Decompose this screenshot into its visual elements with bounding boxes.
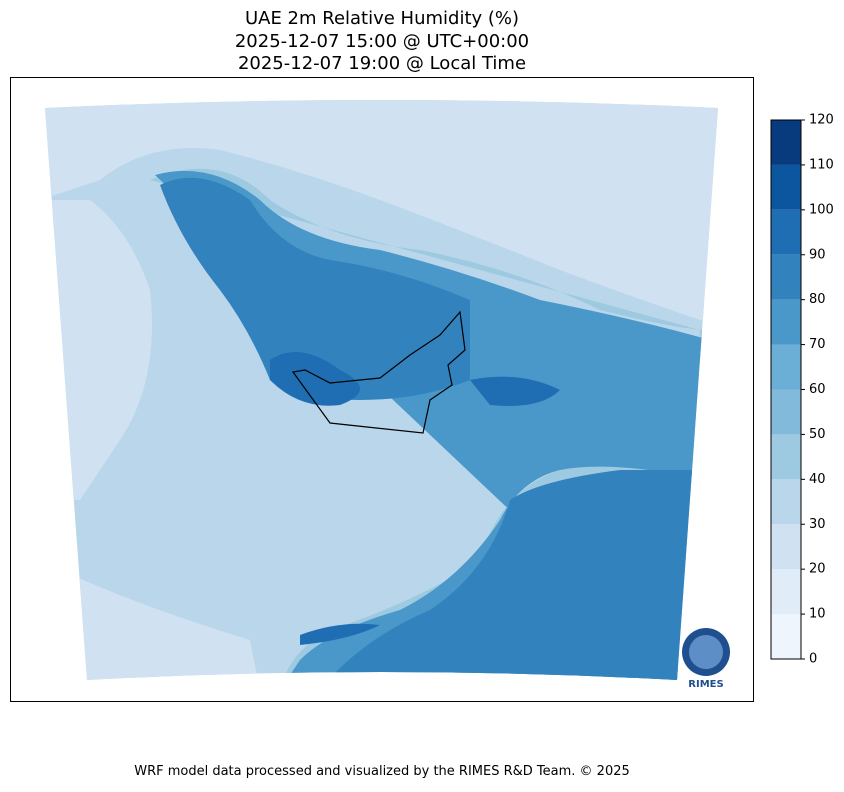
- title: UAE 2m Relative Humidity (%): [245, 8, 519, 29]
- colorbar-tick-label: 120: [809, 113, 834, 128]
- colorbar-tick-label: 20: [809, 562, 826, 577]
- colorbar-band: [771, 389, 801, 435]
- colorbar-tick-label: 40: [809, 472, 826, 487]
- subtitle-local: 2025-12-07 19:00 @ Local Time: [238, 53, 526, 74]
- colorbar: 0 10 20 30 40 50 60 70 80 90 100 110 120: [770, 113, 834, 667]
- colorbar-tick-label: 70: [809, 337, 826, 352]
- colorbar-band: [771, 524, 801, 570]
- colorbar-tick-label: 60: [809, 382, 826, 397]
- logo: RIMES: [682, 628, 730, 690]
- colorbar-tick-label: 100: [809, 202, 834, 217]
- colorbar-tick-label: 10: [809, 607, 826, 622]
- colorbar-tick-label: 0: [809, 652, 817, 667]
- colorbar-band: [771, 209, 801, 255]
- colorbar-tick-label: 90: [809, 247, 826, 262]
- colorbar-band: [771, 254, 801, 300]
- colorbar-band: [771, 479, 801, 525]
- footer: WRF model data processed and visualized …: [134, 764, 630, 779]
- colorbar-band: [771, 569, 801, 615]
- colorbar-band: [771, 344, 801, 390]
- colorbar-tick-label: 30: [809, 517, 826, 532]
- uae-outline: [291, 310, 466, 434]
- colorbar-tick-label: 50: [809, 427, 826, 442]
- colorbar-band: [771, 434, 801, 480]
- logo-text: RIMES: [688, 679, 723, 690]
- subtitle-utc: 2025-12-07 15:00 @ UTC+00:00: [235, 31, 529, 52]
- colorbar-tick-label: 80: [809, 292, 826, 307]
- colorbar-tick-label: 110: [809, 157, 834, 172]
- colorbar-band: [771, 614, 801, 659]
- colorbar-band: [771, 164, 801, 210]
- humidity-field: [45, 100, 718, 680]
- colorbar-band: [771, 299, 801, 345]
- colorbar-band: [771, 120, 801, 165]
